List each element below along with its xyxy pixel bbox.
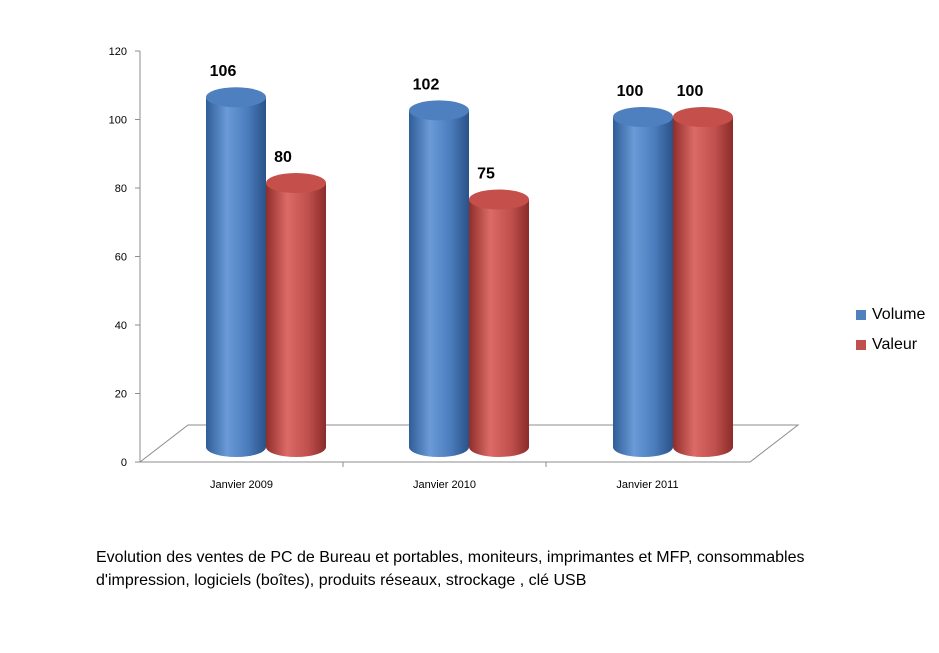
bar-body xyxy=(469,199,529,457)
bar-top xyxy=(469,189,529,210)
bar-top xyxy=(409,100,469,121)
y-axis: 0 20 40 60 80 100 120 xyxy=(109,46,140,469)
y-tick-label: 0 xyxy=(121,457,127,469)
bar-valeur-3 xyxy=(673,107,733,457)
legend-label-valeur: Valeur xyxy=(872,336,918,353)
legend-item-valeur: Valeur xyxy=(856,330,925,360)
bar-body xyxy=(673,117,733,457)
legend: Volume Valeur xyxy=(856,300,925,360)
bar-valeur-2 xyxy=(469,189,529,457)
bar-volume-3 xyxy=(613,107,673,457)
data-labels: 106 80 102 75 100 100 xyxy=(210,63,704,182)
x-tick-label: Janvier 2010 xyxy=(413,479,476,491)
y-tick-label: 20 xyxy=(115,389,127,401)
floor xyxy=(138,424,800,463)
legend-swatch-valeur xyxy=(856,340,866,350)
y-tick-label: 120 xyxy=(109,46,127,58)
bar-body xyxy=(409,110,469,458)
y-tick-label: 60 xyxy=(115,252,127,264)
data-label: 80 xyxy=(274,149,292,166)
bar-body xyxy=(206,97,266,457)
bar-volume-1 xyxy=(206,87,266,457)
data-label: 100 xyxy=(677,83,704,100)
bars xyxy=(206,87,733,458)
x-tick-label: Janvier 2011 xyxy=(616,479,678,491)
bar-top xyxy=(613,107,673,127)
caption-line-1: Evolution des ventes de PC de Bureau et … xyxy=(96,549,805,566)
data-label: 100 xyxy=(617,83,644,100)
y-tick-label: 100 xyxy=(109,115,127,127)
bar-top xyxy=(206,87,266,108)
data-label: 102 xyxy=(413,76,440,93)
y-tick-label: 40 xyxy=(115,320,127,332)
bar-valeur-1 xyxy=(266,173,326,457)
y-tick-label: 80 xyxy=(115,183,127,195)
bar-body xyxy=(613,117,673,457)
data-label: 75 xyxy=(477,166,495,183)
legend-swatch-volume xyxy=(856,310,866,320)
x-tick-label: Janvier 2009 xyxy=(210,479,273,491)
bar-body xyxy=(266,183,326,457)
bar-top xyxy=(266,173,326,193)
caption-line-2: d'impression, logiciels (boîtes), produi… xyxy=(96,572,587,589)
bar-top xyxy=(673,107,733,127)
x-axis: Janvier 2009 Janvier 2010 Janvier 2011 xyxy=(210,462,679,491)
legend-item-volume: Volume xyxy=(856,300,925,330)
data-label: 106 xyxy=(210,63,237,80)
chart-caption: Evolution des ventes de PC de Bureau et … xyxy=(96,546,896,592)
legend-label-volume: Volume xyxy=(872,306,926,323)
bar-volume-2 xyxy=(409,100,469,458)
